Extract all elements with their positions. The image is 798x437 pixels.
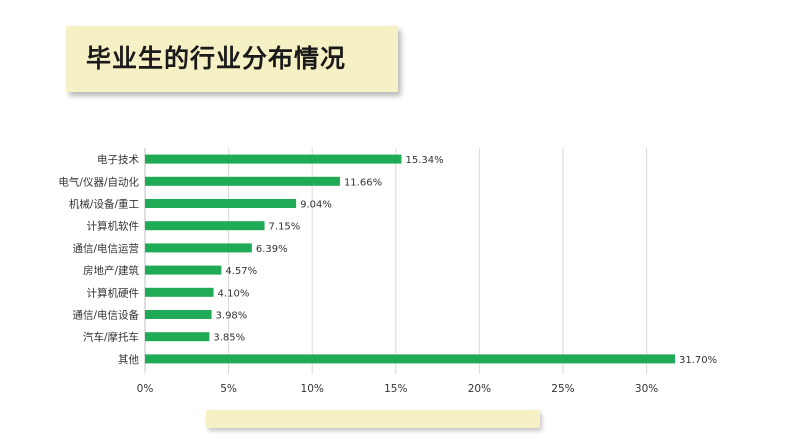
category-label: 通信/电信设备: [72, 309, 139, 322]
page-title: 毕业生的行业分布情况: [86, 44, 347, 73]
category-label: 机械/设备/重工: [69, 198, 139, 211]
value-label: 11.66%: [344, 177, 382, 188]
value-label: 3.85%: [213, 333, 245, 344]
value-label: 31.70%: [679, 355, 717, 366]
x-tick-label: 30%: [635, 383, 658, 395]
labels: 0% 5% 10% 15% 20% 25% 30% 电子技术 15.34% 电气/仪器/自动化 11…: [58, 153, 717, 395]
value-label: 3.98%: [216, 311, 248, 322]
value-label: 4.57%: [225, 266, 257, 277]
value-label: 6.39%: [256, 244, 288, 255]
bar: [145, 221, 265, 231]
bar: [145, 310, 212, 319]
bar: [145, 176, 340, 186]
category-label: 电气/仪器/自动化: [58, 175, 139, 188]
category-label: 电子技术: [97, 153, 139, 166]
bar: [145, 199, 297, 208]
bar: [145, 332, 210, 342]
category-label: 计算机软件: [87, 220, 140, 233]
x-tick-label: 10%: [301, 383, 324, 395]
x-tick-label: 20%: [468, 383, 491, 395]
category-label: 通信/电信运营: [72, 242, 139, 255]
bar: [145, 243, 252, 253]
bar: [145, 354, 675, 364]
bar: [145, 154, 402, 164]
category-label: 汽车/摩托车: [83, 331, 139, 344]
category-label: 其他: [118, 353, 139, 366]
bars: [145, 154, 675, 364]
decorative-strip: [206, 410, 540, 428]
bar: [145, 287, 214, 297]
category-label: 计算机硬件: [87, 286, 140, 299]
x-tick-label: 5%: [220, 383, 237, 395]
value-label: 4.10%: [218, 288, 250, 299]
x-tick-label: 25%: [551, 383, 574, 395]
value-label: 15.34%: [405, 155, 443, 166]
category-label: 房地产/建筑: [83, 264, 140, 277]
x-tick-label: 0%: [137, 383, 154, 395]
title-banner: 毕业生的行业分布情况: [66, 26, 398, 92]
bar: [145, 265, 222, 275]
x-tick-label: 15%: [384, 383, 407, 395]
value-label: 7.15%: [269, 222, 301, 233]
value-label: 9.04%: [300, 200, 332, 211]
